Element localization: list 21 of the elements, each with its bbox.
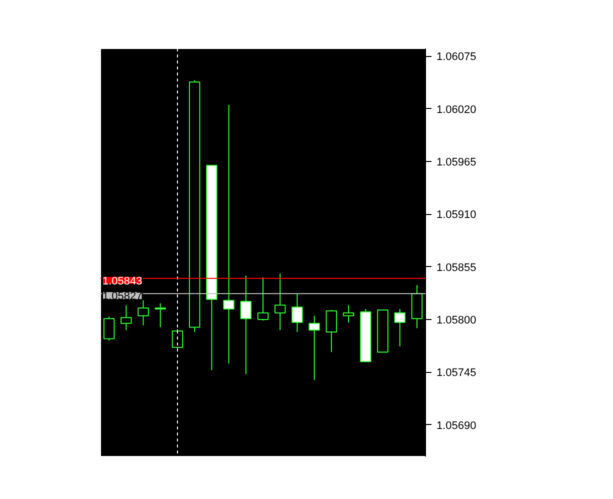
candlestick [292,293,303,332]
candlestick [257,276,269,321]
candlestick [103,316,115,342]
candlestick [138,300,149,326]
y-tick-label: 1.06020 [436,104,476,116]
candlestick [342,304,354,323]
y-tick-label: 1.05800 [436,314,476,327]
candlestick [223,104,234,364]
candlestick [394,308,406,347]
candlestick [308,315,320,380]
y-tick-label: 1.05745 [436,367,476,380]
candlestick [240,274,252,375]
y-tick-label: 1.05910 [436,209,476,222]
candlestick [274,273,286,331]
candlestick [326,309,338,353]
candlestick [120,304,132,331]
y-tick-label: 1.05965 [436,156,476,169]
y-tick-label: 1.05855 [436,262,476,274]
y-tick-label: 1.05690 [436,420,476,432]
y-tick-label: 1.06075 [436,51,476,64]
candlestick [154,302,166,328]
